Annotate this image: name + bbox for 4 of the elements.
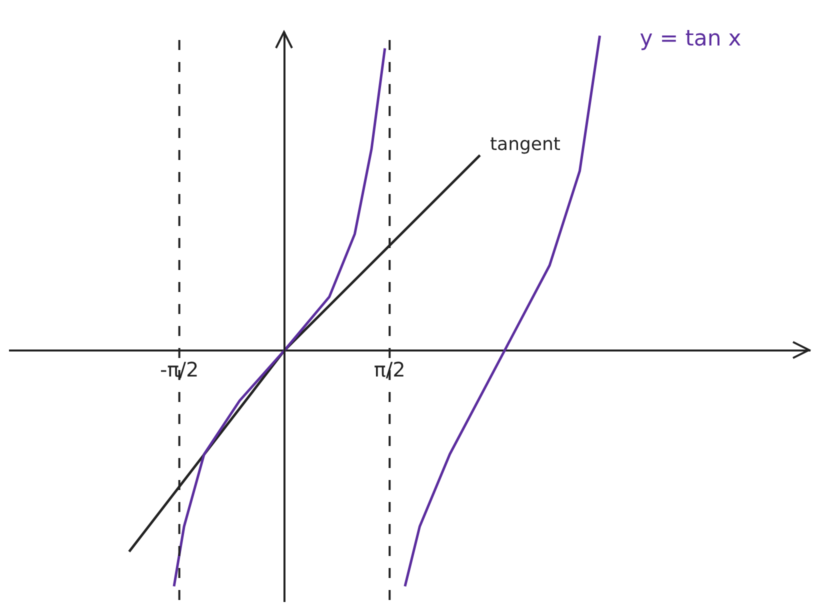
x-tick-label: -π/2	[160, 358, 199, 382]
series-label: y = tan x	[640, 26, 742, 52]
x-tick-label: π/2	[374, 358, 406, 382]
annotation: tangent	[490, 134, 560, 155]
